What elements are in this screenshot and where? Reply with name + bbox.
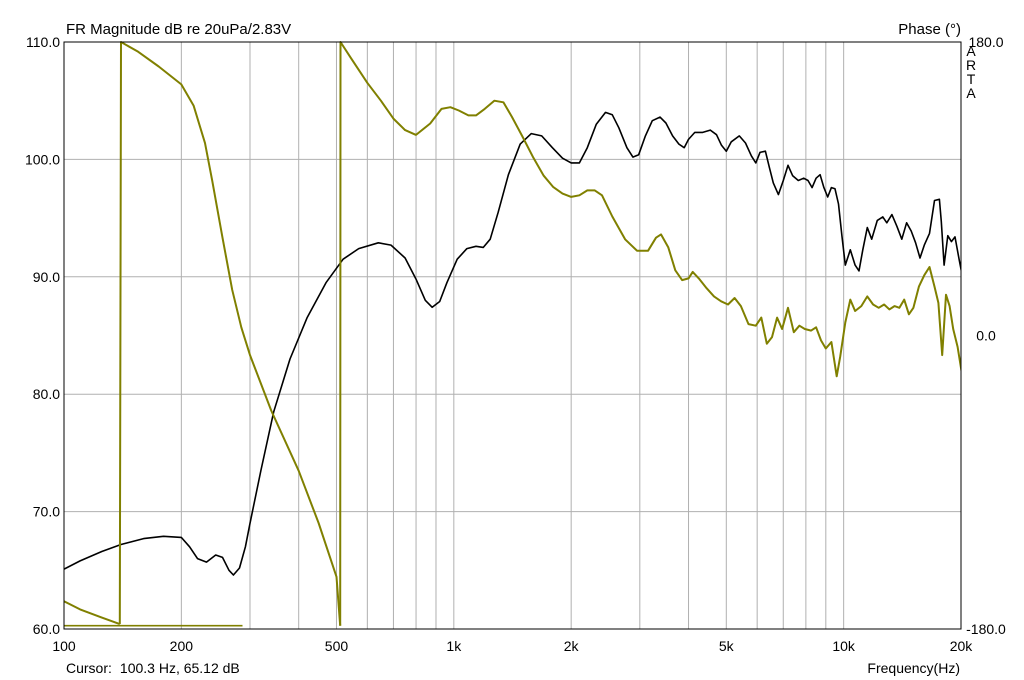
y-tick-label: 80.0	[33, 386, 60, 402]
phase-axis-label: Phase (°)	[898, 21, 961, 38]
x-tick-label: 20k	[950, 638, 974, 654]
chart-title: FR Magnitude dB re 20uPa/2.83V	[66, 21, 292, 38]
x-tick-label: 10k	[832, 638, 856, 654]
cursor-value: 100.3 Hz, 65.12 dB	[119, 660, 240, 676]
plot-frame	[63, 41, 962, 630]
tick-labels: 100 200 500 1k 2k 5k 10k 20k 60.0 70.0 80.0 90.0 100…	[25, 34, 1006, 654]
phase-curve	[118, 41, 342, 626]
y2-tick-label: -180.0	[966, 621, 1006, 637]
phase-curve	[339, 41, 961, 626]
magnitude-curve	[64, 111, 961, 576]
phase-curve	[64, 600, 121, 626]
y2-tick-label: 180.0	[968, 34, 1003, 50]
y-tick-label: 70.0	[33, 504, 60, 520]
x-tick-label: 2k	[564, 638, 580, 654]
arta-watermark: A R T A	[965, 44, 977, 100]
x-tick-label: 100	[52, 638, 76, 654]
cursor-label: Cursor:	[66, 660, 112, 676]
cursor-readout: Cursor: 100.3 Hz, 65.12 dB	[66, 660, 240, 676]
x-tick-label: 200	[170, 638, 194, 654]
curves	[64, 41, 961, 627]
y-tick-label: 90.0	[33, 269, 60, 285]
watermark-letter: T	[966, 71, 976, 87]
y-tick-label: 60.0	[33, 621, 60, 637]
y-tick-label: 100.0	[25, 151, 60, 167]
grid	[64, 42, 961, 629]
watermark-letter: R	[965, 57, 977, 73]
y2-tick-label: 0.0	[976, 328, 996, 344]
watermark-letter: A	[966, 85, 976, 101]
x-tick-label: 1k	[446, 638, 462, 654]
x-axis-label: Frequency(Hz)	[867, 660, 960, 676]
watermark-letter: A	[966, 43, 976, 59]
x-tick-label: 500	[325, 638, 349, 654]
y-tick-label: 110.0	[26, 34, 60, 50]
x-tick-label: 5k	[719, 638, 735, 654]
